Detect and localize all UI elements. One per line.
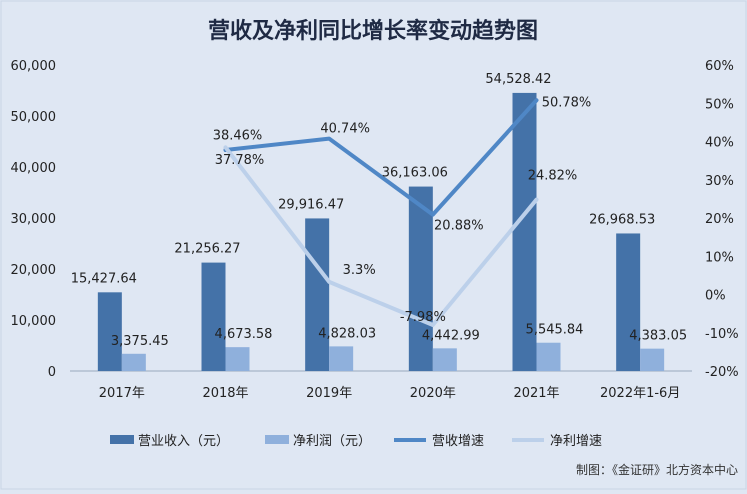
y-right-tick-label: -20% bbox=[705, 365, 739, 380]
line-value-label: 20.88% bbox=[434, 219, 484, 234]
bar-net-profit bbox=[121, 353, 146, 371]
line-value-label: 38.46% bbox=[213, 128, 263, 143]
bar-value-label: 4,442.99 bbox=[422, 328, 480, 343]
legend-label: 营收增速 bbox=[432, 434, 484, 449]
bar-revenue bbox=[97, 292, 122, 371]
y-right-tick-label: 20% bbox=[705, 212, 734, 227]
bar-value-label: 15,427.64 bbox=[71, 271, 137, 286]
legend-label: 营业收入（元） bbox=[138, 434, 229, 449]
line-value-label: -7.98% bbox=[400, 310, 446, 325]
line-profit-growth bbox=[223, 145, 539, 328]
bar-net-profit bbox=[432, 348, 457, 371]
y-right-tick-label: 40% bbox=[705, 136, 734, 151]
bar-net-profit bbox=[225, 347, 250, 371]
y-right-tick-label: 50% bbox=[705, 97, 734, 112]
x-tick-label: 2022年1-6月 bbox=[600, 386, 680, 401]
bar-net-profit bbox=[329, 346, 354, 371]
bar-value-label: 54,528.42 bbox=[485, 72, 551, 87]
y-left-tick-label: 0 bbox=[48, 365, 56, 380]
bar-revenue bbox=[305, 218, 330, 371]
x-tick-label: 2020年 bbox=[410, 386, 456, 401]
bar-revenue bbox=[512, 92, 537, 371]
bar-value-label: 5,545.84 bbox=[526, 323, 584, 338]
y-left-tick-label: 60,000 bbox=[11, 59, 57, 74]
bar-value-label: 3,375.45 bbox=[111, 334, 169, 349]
x-tick-label: 2018年 bbox=[202, 386, 248, 401]
y-right-tick-label: 30% bbox=[705, 174, 734, 189]
legend: 营业收入（元） 净利润（元） 营收增速 净利增速 bbox=[110, 434, 602, 449]
y-right-tick-label: 60% bbox=[705, 59, 734, 74]
line-value-label: 50.78% bbox=[542, 95, 592, 110]
y-left-tick-label: 50,000 bbox=[11, 110, 57, 125]
line-value-label: 37.78% bbox=[215, 153, 265, 168]
x-tick-label: 2021年 bbox=[513, 386, 559, 401]
bar-value-label: 4,673.58 bbox=[215, 327, 273, 342]
bar-value-label: 21,256.27 bbox=[174, 242, 240, 257]
y-left-tick-label: 30,000 bbox=[11, 212, 57, 227]
y-left-tick-label: 10,000 bbox=[11, 314, 57, 329]
y-left-tick-label: 40,000 bbox=[11, 161, 57, 176]
y-right-tick-label: 10% bbox=[705, 250, 734, 265]
line-value-label: 40.74% bbox=[320, 122, 370, 137]
bar-value-label: 29,916.47 bbox=[278, 197, 344, 212]
bar-revenue bbox=[616, 233, 641, 371]
legend-label: 净利润（元） bbox=[293, 434, 371, 449]
y-left-tick-label: 20,000 bbox=[11, 263, 57, 278]
bar-value-label: 36,163.06 bbox=[382, 166, 448, 181]
bar-value-label: 26,968.53 bbox=[589, 212, 655, 227]
x-tick-label: 2017年 bbox=[99, 386, 145, 401]
legend-label: 净利增速 bbox=[550, 434, 602, 449]
line-revenue-growth bbox=[223, 98, 539, 217]
legend-swatch bbox=[110, 435, 134, 444]
bar-revenue bbox=[408, 186, 433, 371]
line-value-label: 24.82% bbox=[528, 169, 578, 184]
bar-revenue bbox=[201, 262, 226, 371]
bar-net-profit bbox=[536, 342, 561, 371]
line-value-label: 3.3% bbox=[343, 263, 376, 278]
bar-value-label: 4,383.05 bbox=[629, 329, 687, 344]
legend-swatch bbox=[265, 435, 289, 444]
x-tick-label: 2019年 bbox=[306, 386, 352, 401]
bar-value-label: 4,828.03 bbox=[318, 326, 376, 341]
y-right-tick-label: 0% bbox=[705, 289, 726, 304]
chart-title: 营收及净利同比增长率变动趋势图 bbox=[208, 18, 538, 44]
lines bbox=[223, 98, 539, 328]
footer-credit: 制图：《金证研》北方资本中心 bbox=[576, 462, 738, 477]
bars bbox=[97, 92, 665, 371]
y-right-tick-label: -10% bbox=[705, 327, 739, 342]
data-labels: 15,427.64 21,256.27 29,916.47 36,163.06 54,5… bbox=[71, 72, 687, 349]
bar-net-profit bbox=[640, 348, 665, 371]
axes: 0 10,000 20,000 30,000 40,000 50,000 60,000 -20… bbox=[11, 59, 739, 401]
